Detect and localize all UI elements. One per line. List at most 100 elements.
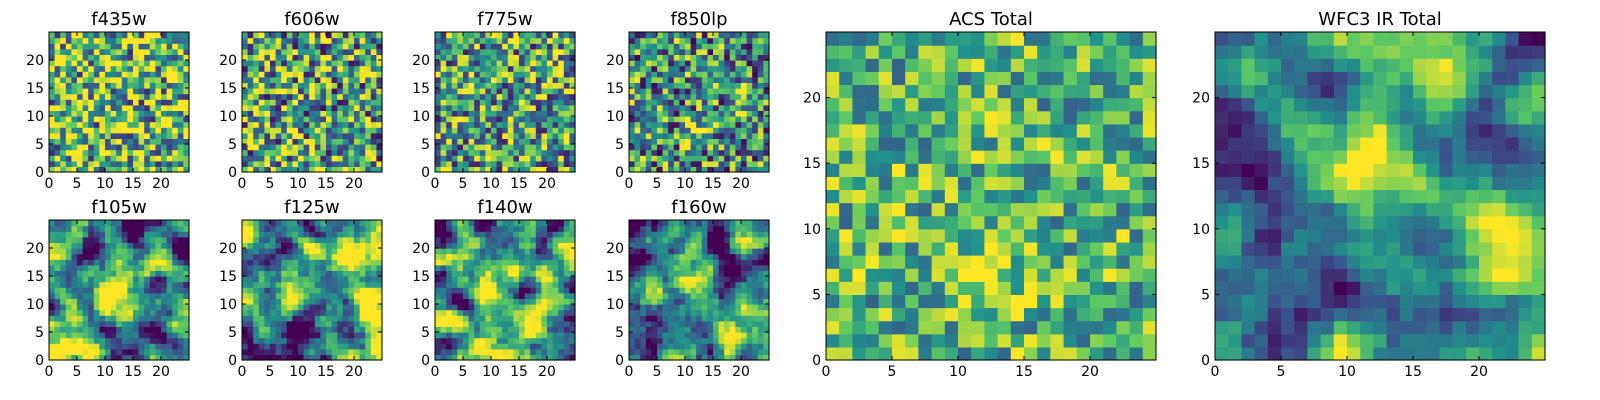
heatmap-cell bbox=[451, 37, 458, 44]
heatmap-cell bbox=[530, 270, 537, 277]
heatmap-cell bbox=[668, 104, 675, 111]
heatmap-cell bbox=[359, 304, 366, 311]
heatmap-cell bbox=[468, 48, 475, 55]
heatmap-cell bbox=[713, 276, 720, 283]
heatmap-cell bbox=[286, 144, 293, 151]
heatmap-cell bbox=[668, 332, 675, 339]
heatmap-cell bbox=[258, 320, 265, 327]
heatmap-cell bbox=[763, 309, 770, 316]
heatmap-cell bbox=[451, 127, 458, 134]
heatmap-cell bbox=[242, 354, 249, 361]
heatmap-cell bbox=[144, 343, 151, 350]
heatmap-cell bbox=[144, 309, 151, 316]
heatmap-cell bbox=[558, 298, 565, 305]
axes-frame bbox=[48, 31, 190, 173]
heatmap-cell bbox=[446, 160, 453, 167]
heatmap-cell bbox=[365, 110, 372, 117]
heatmap-cell bbox=[668, 166, 675, 173]
heatmap-cell bbox=[49, 32, 56, 39]
heatmap-cell bbox=[468, 220, 475, 227]
heatmap-cell bbox=[563, 309, 570, 316]
heatmap-cell bbox=[99, 32, 106, 39]
heatmap-cell bbox=[474, 220, 481, 227]
heatmap-cell bbox=[729, 149, 736, 156]
heatmap-cell bbox=[530, 332, 537, 339]
heatmap-cell bbox=[110, 315, 117, 322]
heatmap-cell bbox=[479, 220, 486, 227]
heatmap-cell bbox=[177, 121, 184, 128]
heatmap-cell bbox=[651, 60, 658, 67]
heatmap-cell bbox=[110, 132, 117, 139]
heatmap-cell bbox=[309, 54, 316, 61]
heatmap-cell bbox=[741, 127, 748, 134]
heatmap-cell bbox=[149, 82, 156, 89]
heatmap-cell bbox=[275, 160, 282, 167]
heatmap-cell bbox=[446, 220, 453, 227]
heatmap-cell bbox=[530, 88, 537, 95]
heatmap-cell bbox=[183, 54, 190, 61]
heatmap-cell bbox=[331, 37, 338, 44]
heatmap-cell bbox=[309, 259, 316, 266]
heatmap-cell bbox=[172, 54, 179, 61]
heatmap-cell bbox=[133, 287, 140, 294]
heatmap-cell bbox=[99, 309, 106, 316]
heatmap-cell bbox=[133, 281, 140, 288]
heatmap-cell bbox=[270, 149, 277, 156]
heatmap-cell bbox=[463, 104, 470, 111]
heatmap-cell bbox=[707, 104, 714, 111]
heatmap-cell bbox=[60, 144, 67, 151]
heatmap-cell bbox=[93, 76, 100, 83]
heatmap-cell bbox=[149, 132, 156, 139]
heatmap-cell bbox=[303, 138, 310, 145]
heatmap-cell bbox=[365, 326, 372, 333]
heatmap-cell bbox=[309, 65, 316, 72]
heatmap-cell bbox=[105, 264, 112, 271]
heatmap-cell bbox=[685, 326, 692, 333]
heatmap-cell bbox=[746, 304, 753, 311]
heatmap-cell bbox=[161, 259, 168, 266]
heatmap-cell bbox=[320, 110, 327, 117]
heatmap-cell bbox=[71, 127, 78, 134]
heatmap-cell bbox=[77, 71, 84, 78]
heatmap-cell bbox=[116, 348, 123, 355]
heatmap-cell bbox=[541, 160, 548, 167]
heatmap-cell bbox=[435, 264, 442, 271]
heatmap-cell bbox=[645, 104, 652, 111]
heatmap-cell bbox=[370, 121, 377, 128]
heatmap-cell bbox=[685, 104, 692, 111]
heatmap-cell bbox=[337, 259, 344, 266]
heatmap-cell bbox=[54, 287, 61, 294]
heatmap-cell bbox=[451, 270, 458, 277]
heatmap-cell bbox=[270, 132, 277, 139]
heatmap-cell bbox=[82, 220, 89, 227]
heatmap-cell bbox=[331, 76, 338, 83]
heatmap-cell bbox=[713, 76, 720, 83]
heatmap-cell bbox=[166, 82, 173, 89]
heatmap-cell bbox=[354, 236, 361, 243]
heatmap-cell bbox=[93, 116, 100, 123]
heatmap-cell bbox=[127, 242, 134, 249]
heatmap-cell bbox=[696, 166, 703, 173]
heatmap-cell bbox=[348, 110, 355, 117]
heatmap-cell bbox=[71, 287, 78, 294]
heatmap-cell bbox=[757, 93, 764, 100]
heatmap-cell bbox=[166, 43, 173, 50]
heatmap-cell bbox=[77, 309, 84, 316]
heatmap-cell bbox=[105, 155, 112, 162]
heatmap-cell bbox=[376, 242, 383, 249]
heatmap-cell bbox=[270, 320, 277, 327]
heatmap-cell bbox=[303, 32, 310, 39]
heatmap-cell bbox=[77, 225, 84, 232]
heatmap-cell bbox=[331, 343, 338, 350]
heatmap-cell bbox=[253, 326, 260, 333]
heatmap-cell bbox=[60, 332, 67, 339]
heatmap-cell bbox=[309, 348, 316, 355]
heatmap-cell bbox=[177, 270, 184, 277]
heatmap-cell bbox=[77, 37, 84, 44]
heatmap-cell bbox=[519, 160, 526, 167]
heatmap-cell bbox=[457, 160, 464, 167]
heatmap-cell bbox=[331, 99, 338, 106]
heatmap-cell bbox=[149, 88, 156, 95]
heatmap-cell bbox=[298, 65, 305, 72]
heatmap-cell bbox=[457, 71, 464, 78]
